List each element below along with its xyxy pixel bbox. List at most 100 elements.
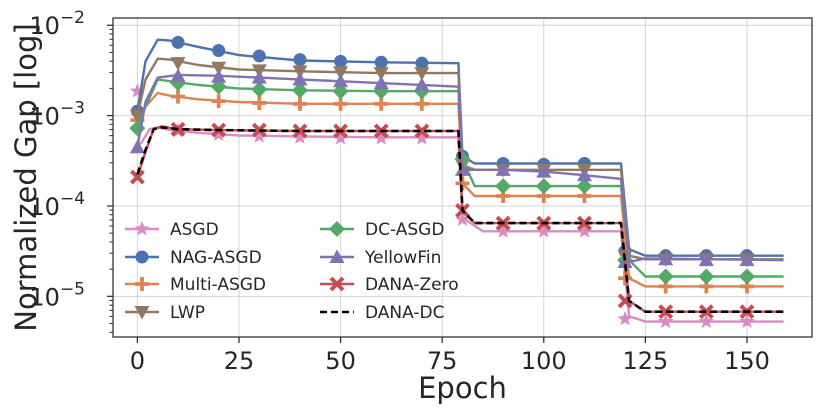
data-point-dc-asgd: [535, 178, 552, 195]
legend-item-lwp: LWP: [125, 303, 205, 323]
x-axis-label: Epoch: [418, 371, 507, 405]
data-point-nag-asgd: [171, 35, 185, 49]
data-point-lwp: [373, 67, 389, 81]
x-tick-label: 125: [622, 347, 668, 375]
data-point-dana-zero: [698, 304, 714, 320]
data-point-nag-asgd: [374, 55, 388, 69]
legend-label: NAG-ASGD: [170, 248, 262, 268]
legend: ASGD NAG-ASGD Multi-ASGD LWP DC-ASGD YellowFi…: [125, 220, 459, 323]
series-dana-dc: [136, 126, 784, 313]
data-point-multi-asgd: [292, 96, 307, 111]
data-point-asgd: [332, 130, 349, 145]
data-point-lwp: [170, 57, 186, 71]
series-layer: [129, 35, 784, 329]
legend-label: LWP: [170, 303, 205, 323]
legend-item-dana-dc: DANA-DC: [320, 303, 445, 323]
data-point-dc-asgd: [576, 178, 593, 195]
series-yellowfin: [129, 68, 784, 268]
legend-marker: [329, 276, 345, 292]
data-point-asgd: [495, 223, 511, 238]
data-point-lwp: [414, 67, 430, 81]
legend-marker: [329, 221, 345, 237]
data-point-yellowfin: [455, 162, 470, 176]
data-point-yellowfin: [170, 68, 186, 82]
data-point-dc-asgd: [738, 268, 755, 285]
x-tick-label: 50: [325, 347, 356, 375]
data-point-lwp: [129, 109, 145, 124]
data-point-dc-asgd: [657, 268, 674, 285]
data-point-dana-zero: [414, 123, 430, 139]
legend-marker: [135, 250, 149, 264]
data-point-asgd: [536, 223, 552, 238]
data-point-asgd: [454, 211, 471, 226]
y-ticks: 10−5 10−4 10−3 10−2: [29, 8, 113, 333]
data-point-yellowfin: [211, 69, 227, 83]
x-tick-label: 100: [521, 347, 567, 375]
data-point-yellowfin: [292, 71, 308, 86]
legend-label: Multi-ASGD: [170, 275, 266, 295]
legend-label: ASGD: [170, 220, 219, 240]
data-point-multi-asgd: [252, 95, 267, 110]
y-axis-label: Normalized Gap [log]: [9, 23, 43, 331]
legend-item-nag-asgd: NAG-ASGD: [125, 248, 262, 268]
data-point-lwp: [333, 66, 349, 80]
data-point-dana-zero: [617, 293, 633, 309]
data-point-dana-zero: [577, 215, 592, 231]
data-point-yellowfin: [414, 77, 430, 91]
legend-label: DANA-DC: [365, 303, 445, 323]
data-point-asgd: [617, 310, 633, 326]
data-point-asgd: [292, 129, 308, 144]
data-point-multi-asgd: [171, 89, 186, 104]
plot-frame: [112, 17, 813, 338]
data-point-dc-asgd: [291, 82, 308, 99]
legend-marker: [329, 249, 345, 263]
data-point-yellowfin: [251, 70, 267, 84]
legend-label: DANA-Zero: [365, 275, 459, 295]
data-point-asgd: [129, 83, 145, 98]
data-point-asgd: [658, 313, 674, 329]
data-point-nag-asgd: [252, 49, 266, 63]
data-point-asgd: [373, 130, 389, 145]
legend-label: YellowFin: [364, 248, 441, 268]
data-point-dana-zero: [658, 304, 674, 320]
data-point-yellowfin: [658, 251, 674, 266]
data-point-multi-asgd: [211, 94, 226, 109]
series-line-yellowfin: [136, 73, 784, 264]
data-point-asgd: [211, 126, 227, 142]
legend-item-yellowfin: YellowFin: [320, 248, 441, 268]
data-point-nag-asgd: [293, 53, 307, 67]
data-point-dana-zero: [292, 123, 308, 139]
data-point-yellowfin: [536, 164, 552, 178]
legend-item-multi-asgd: Multi-ASGD: [125, 275, 266, 295]
data-point-yellowfin: [698, 252, 714, 267]
series-line-dana-dc: [136, 126, 784, 313]
legend-item-asgd: ASGD: [125, 220, 219, 240]
series-nag-asgd: [130, 35, 784, 263]
data-point-dc-asgd: [495, 178, 512, 195]
data-point-dc-asgd: [698, 268, 715, 285]
data-point-asgd: [698, 313, 714, 329]
x-ticks: 0 25 50 75 100 125 150: [130, 337, 770, 375]
data-point-nag-asgd: [212, 44, 226, 58]
legend-item-dana-zero: DANA-Zero: [320, 275, 459, 295]
data-point-asgd: [576, 223, 593, 238]
y-tick-label: 10−4: [29, 189, 85, 221]
data-point-dc-asgd: [251, 81, 268, 98]
legend-marker: [135, 277, 149, 291]
data-point-yellowfin: [495, 162, 511, 176]
data-point-dana-zero: [251, 122, 267, 138]
data-point-dc-asgd: [129, 120, 146, 137]
data-point-asgd: [251, 128, 267, 143]
x-tick-label: 25: [224, 347, 255, 375]
data-point-yellowfin: [129, 139, 145, 154]
data-point-yellowfin: [373, 75, 389, 90]
legend-marker: [134, 221, 150, 236]
x-tick-label: 0: [130, 347, 145, 375]
data-point-dana-zero: [129, 169, 145, 185]
y-tick-label: 10−2: [29, 8, 85, 40]
data-point-nag-asgd: [415, 56, 429, 70]
data-point-asgd: [414, 130, 430, 145]
legend-marker: [134, 306, 150, 320]
data-point-nag-asgd: [334, 54, 348, 68]
